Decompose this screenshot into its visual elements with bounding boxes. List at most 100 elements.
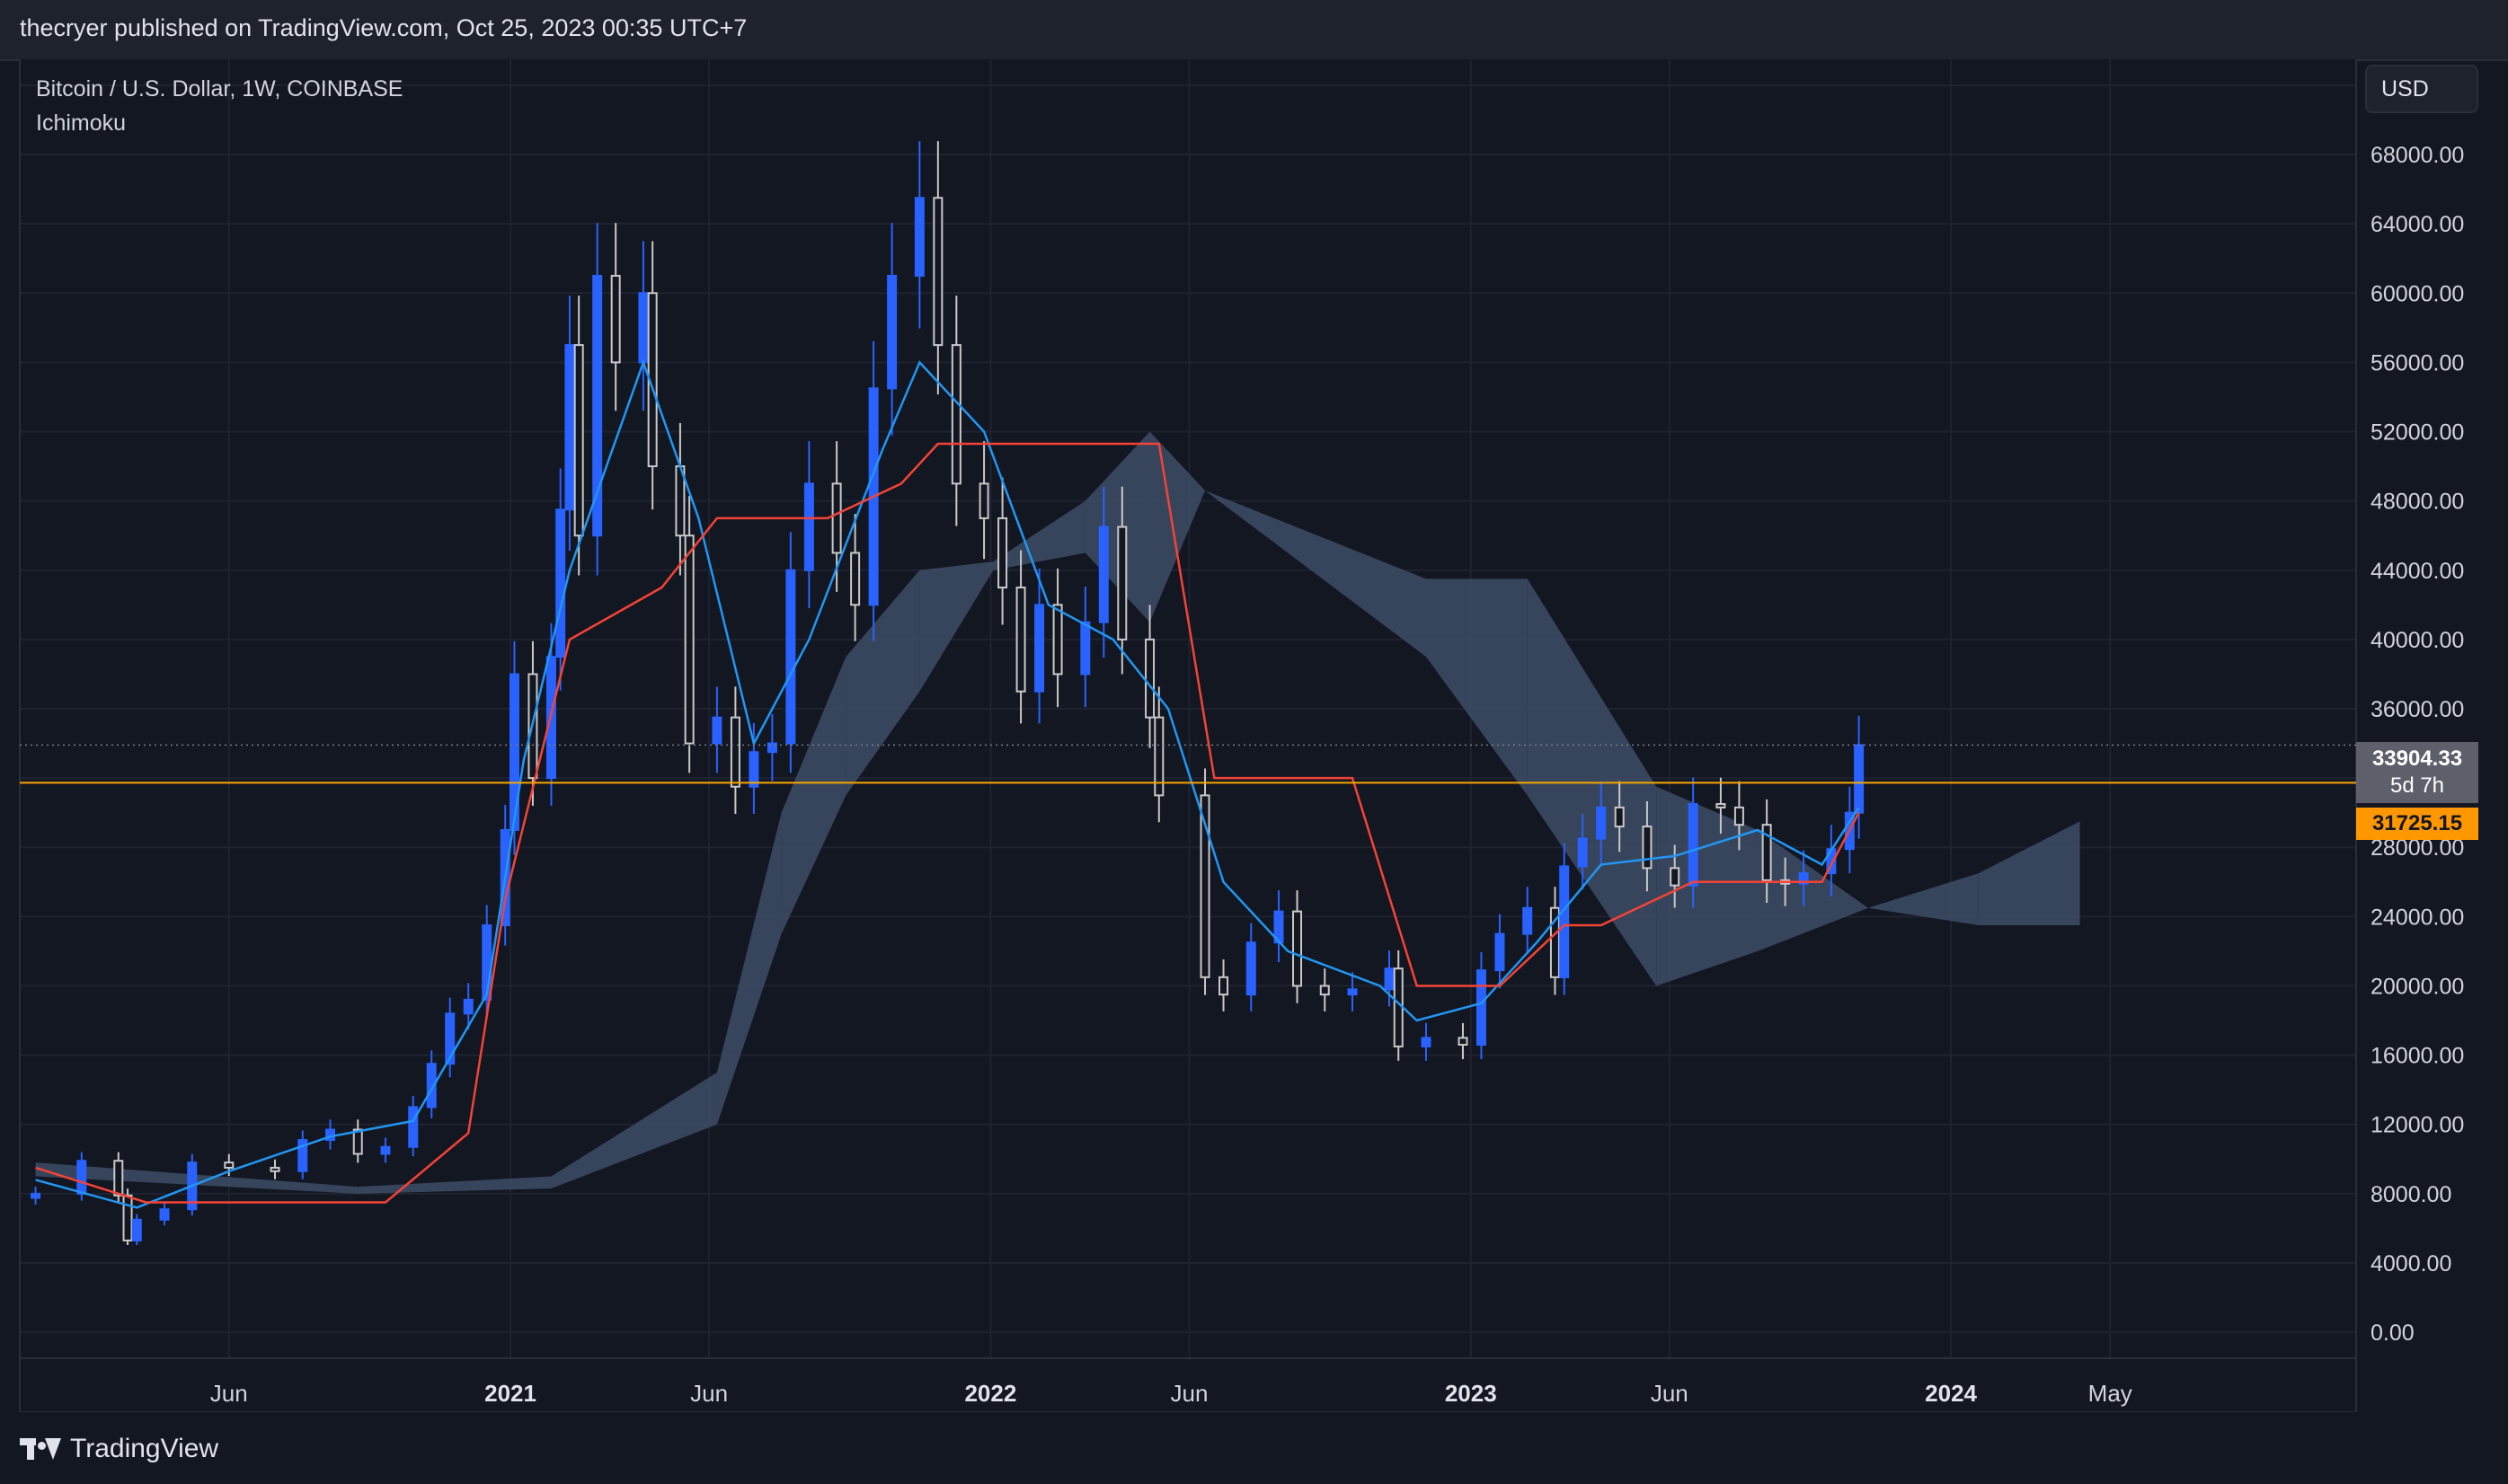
candle-down — [684, 534, 695, 745]
y-tick-label: 60000.00 — [2371, 281, 2464, 306]
candle-down — [1319, 985, 1330, 996]
y-tick-label: 8000.00 — [2371, 1182, 2451, 1207]
candle-up — [592, 275, 603, 537]
publish-header: thecryer published on TradingView.com, O… — [0, 0, 2508, 61]
candle-down — [610, 275, 621, 364]
candle-down — [831, 482, 842, 554]
candle-up — [1494, 932, 1505, 972]
candle-down — [1715, 803, 1726, 808]
candle-up — [380, 1145, 391, 1155]
x-tick-label: 2023 — [1445, 1380, 1497, 1407]
candle-up — [555, 508, 566, 658]
cloud-segment-bullish — [1867, 873, 1979, 925]
candle-up — [767, 742, 777, 754]
cloud-segment-bullish — [551, 1072, 717, 1189]
candle-up — [159, 1208, 170, 1221]
y-tick-label: 20000.00 — [2371, 974, 2464, 999]
cloud-segment-bullish — [993, 500, 1086, 570]
candle-up — [463, 998, 474, 1015]
candle-up — [1034, 604, 1045, 693]
candle-down — [1145, 638, 1156, 719]
candle-down — [850, 552, 861, 606]
candle-down — [1292, 910, 1303, 987]
candle-up — [1522, 906, 1533, 935]
candle-up — [76, 1160, 87, 1195]
cloud-segment-bullish — [1978, 821, 2080, 925]
x-tick-label: Jun — [210, 1380, 248, 1407]
candle-up — [803, 482, 814, 571]
candle-up — [638, 292, 649, 364]
brand-name: TradingView — [70, 1434, 219, 1463]
y-tick-label: 36000.00 — [2371, 697, 2464, 722]
candle-down — [1154, 716, 1165, 797]
candle-up — [1688, 803, 1698, 887]
candle-down — [1670, 867, 1680, 887]
x-tick-label: Jun — [690, 1380, 728, 1407]
ichimoku-base-line — [35, 442, 1860, 1204]
current-price-tag: 33904.33 5d 7h — [2356, 742, 2478, 803]
candle-down — [113, 1160, 124, 1197]
candle-down — [1642, 826, 1653, 870]
candle-up — [445, 1012, 456, 1065]
candle-down — [1052, 604, 1063, 676]
cloud-segment-bullish — [919, 561, 994, 692]
candle-up — [1577, 837, 1588, 868]
bar-countdown: 5d 7h — [2389, 773, 2445, 798]
candle-up — [914, 197, 925, 278]
candle-up — [1384, 967, 1395, 991]
candle-down — [933, 197, 944, 347]
candle-up — [1854, 744, 1865, 814]
candle-down — [1458, 1037, 1468, 1047]
candle-up — [1476, 969, 1486, 1047]
candle-down — [224, 1162, 235, 1169]
candle-up — [408, 1106, 419, 1148]
x-tick-label: May — [2088, 1380, 2132, 1407]
candle-up — [712, 716, 722, 745]
cloud-segment-bullish — [358, 1176, 552, 1194]
candle-down — [1733, 806, 1744, 826]
candle-down — [979, 482, 989, 519]
candle-down — [1393, 967, 1404, 1047]
candle-up — [749, 751, 759, 788]
candle-up — [1080, 621, 1091, 676]
y-tick-label: 16000.00 — [2371, 1044, 2464, 1069]
cloud-segment-bullish — [1149, 431, 1206, 623]
y-tick-label: 48000.00 — [2371, 490, 2464, 515]
candle-up — [426, 1063, 437, 1109]
candle-up — [1421, 1037, 1431, 1047]
candle-down — [122, 1194, 133, 1241]
candle-down — [951, 344, 962, 485]
candle-down — [1219, 976, 1229, 996]
x-tick-label: 2024 — [1925, 1380, 1977, 1407]
candle-down — [997, 517, 1008, 589]
y-tick-label: 12000.00 — [2371, 1113, 2464, 1138]
symbol-title[interactable]: Bitcoin / U.S. Dollar, 1W, COINBASE — [36, 76, 403, 102]
cloud-segment-bullish — [781, 657, 846, 934]
y-tick-label: 64000.00 — [2371, 212, 2464, 237]
y-tick-label: 68000.00 — [2371, 143, 2464, 168]
candle-down — [1015, 587, 1026, 693]
x-tick-label: 2022 — [964, 1380, 1016, 1407]
indicator-title[interactable]: Ichimoku — [36, 110, 127, 136]
y-tick-label: 4000.00 — [2371, 1251, 2451, 1276]
candle-up — [564, 344, 575, 511]
candle-up — [1559, 865, 1570, 978]
x-tick-label: Jun — [1651, 1380, 1688, 1407]
candle-up — [1347, 988, 1358, 996]
candle-up — [887, 275, 898, 390]
y-tick-label: 52000.00 — [2371, 420, 2464, 446]
currency-button[interactable]: USD — [2365, 65, 2478, 113]
y-tick-label: 56000.00 — [2371, 350, 2464, 375]
footer — [0, 1412, 2508, 1484]
cloud-segment-bullish — [1205, 490, 1426, 658]
x-tick-label: 2021 — [484, 1380, 536, 1407]
tradingview-logo-icon — [20, 1438, 61, 1460]
tradingview-brand[interactable]: TradingView — [20, 1434, 218, 1464]
y-tick-label: 40000.00 — [2371, 628, 2464, 653]
candle-up — [509, 673, 519, 831]
candle-up — [1245, 941, 1256, 996]
published-info: thecryer published on TradingView.com, O… — [20, 14, 748, 41]
candle-down — [1761, 824, 1772, 881]
candle-up — [131, 1218, 142, 1241]
